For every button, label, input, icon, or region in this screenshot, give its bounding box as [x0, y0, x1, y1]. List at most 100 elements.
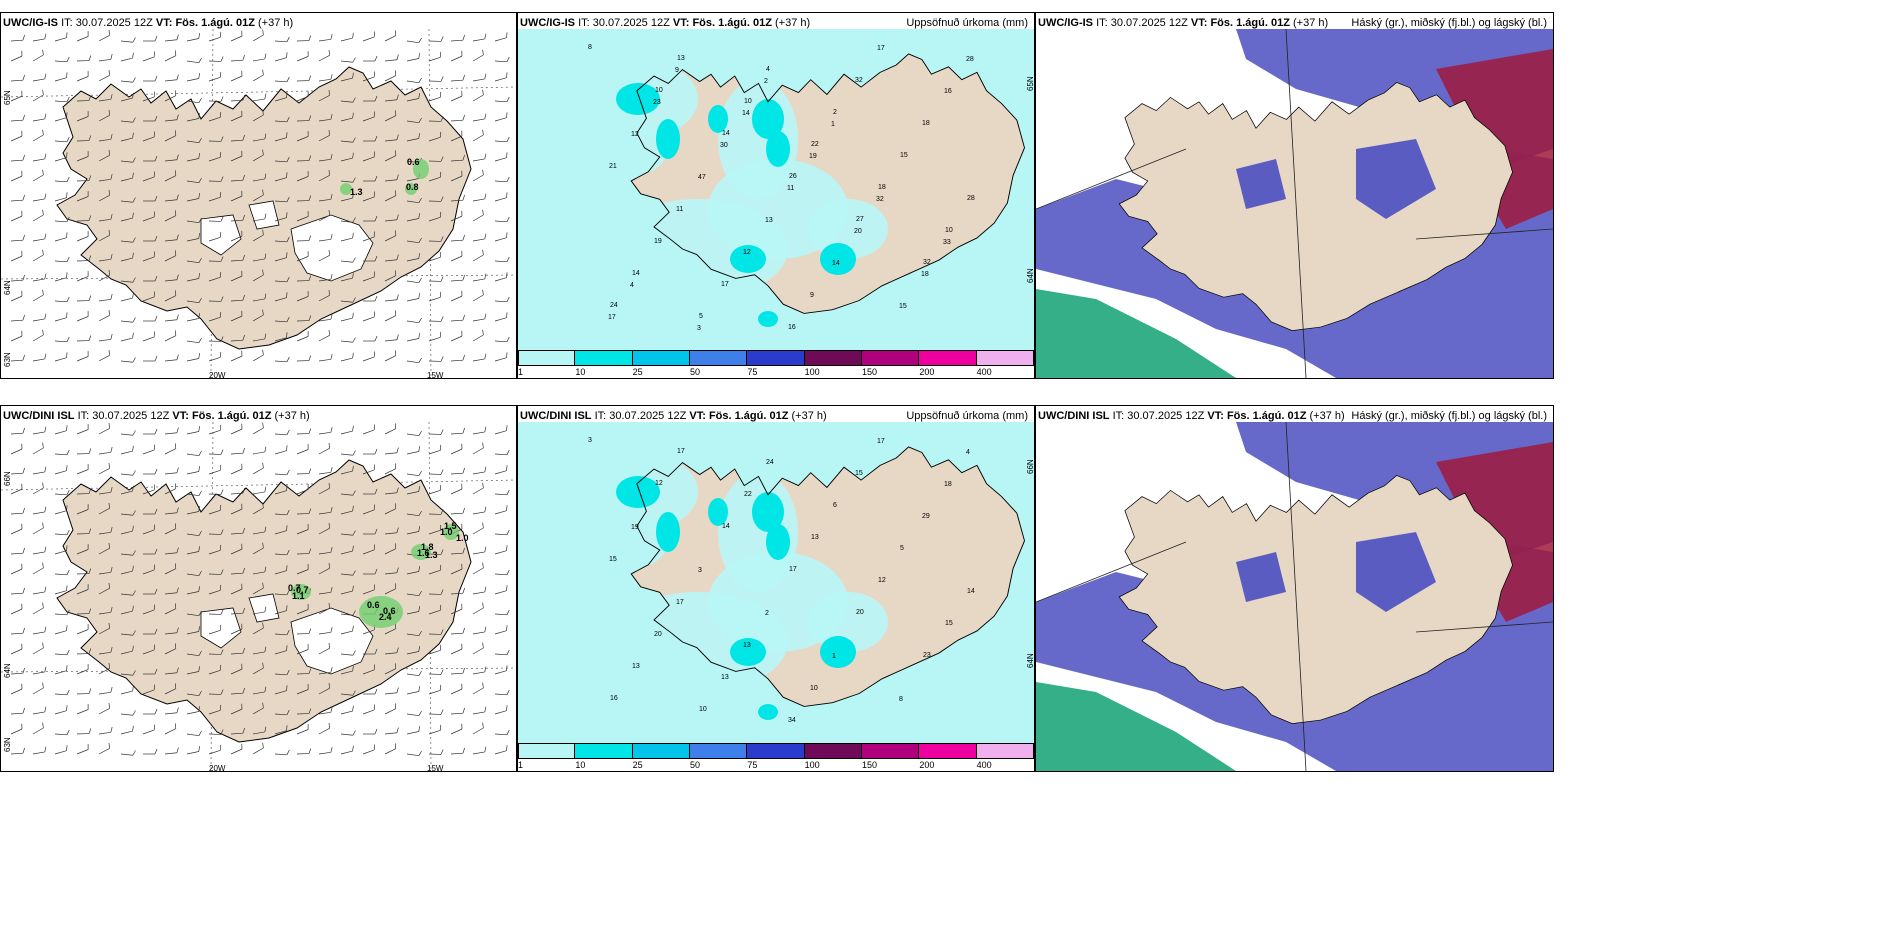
precip-value-label: 13	[743, 642, 751, 649]
panel-title: UWC/DINI ISL IT: 30.07.2025 12Z VT: Fös.…	[1038, 410, 1345, 422]
legend-swatch	[919, 350, 977, 366]
precip-value-label: 47	[698, 174, 706, 181]
precip-value-label: 18	[878, 184, 886, 191]
precip-value-label: 11	[676, 206, 683, 213]
precip-value-label: 17	[677, 448, 685, 455]
precip-value-label: 18	[922, 120, 930, 127]
legend-label: 150	[862, 760, 878, 770]
legend-swatch	[919, 743, 977, 759]
wind-value-label: 0.6	[407, 157, 420, 167]
lon-label: 15W	[427, 371, 444, 379]
legend-label: 200	[919, 367, 935, 377]
precip-value-label: 12	[878, 577, 886, 584]
precip-value-label: 21	[609, 163, 617, 170]
precip-value-label: 1	[831, 121, 835, 128]
wind-value-label: 0.6	[367, 600, 380, 610]
field-title: Háský (gr.), miðský (fj.bl.) og lágský (…	[1351, 410, 1547, 422]
legend-label: 10	[575, 760, 586, 770]
wind-value-label: 1.5	[444, 521, 457, 531]
lat-label: 65N	[3, 90, 12, 105]
precip-panel-bottom: UWC/DINI ISL IT: 30.07.2025 12Z VT: Fös.…	[517, 405, 1035, 772]
precip-value-label: 1	[832, 653, 836, 660]
wind-value-label: 0.8	[406, 182, 419, 192]
precip-value-label: 13	[721, 674, 729, 681]
panel-title: UWC/IG-IS IT: 30.07.2025 12Z VT: Fös. 1.…	[3, 17, 294, 29]
legend-frame	[518, 350, 1034, 366]
precip-value-label: 4	[766, 66, 770, 73]
cloud-panel-bottom: UWC/DINI ISL IT: 30.07.2025 12Z VT: Fös.…	[1035, 405, 1554, 772]
precip-value-label: 2	[765, 610, 769, 617]
legend-label: 400	[976, 760, 992, 770]
lon-label: 20W	[209, 764, 226, 772]
precip-value-label: 17	[721, 281, 729, 288]
precip-value-label: 3	[588, 437, 592, 444]
precip-value-label: 13	[632, 663, 640, 670]
precip-value-label: 6	[833, 502, 837, 509]
precip-value-label: 5	[900, 545, 904, 552]
precip-value-label: 12	[743, 249, 751, 256]
legend-label: 200	[919, 760, 935, 770]
precip-value-label: 23	[923, 652, 931, 659]
legend-label: 1	[518, 760, 524, 770]
precip-value-label: 3	[698, 567, 702, 574]
wind-value-label: 1.3	[425, 550, 438, 560]
legend-label: 150	[862, 367, 878, 377]
precip-value-label: 15	[945, 620, 953, 627]
legend-label: 400	[976, 367, 992, 377]
legend-label: 10	[575, 367, 586, 377]
model-name: UWC/IG-IS	[3, 17, 58, 29]
legend-label: 25	[632, 367, 643, 377]
legend-swatch	[804, 350, 862, 366]
precip-value-label: 8	[899, 696, 903, 703]
precip-value-label: 10	[945, 227, 953, 234]
precip-value-label: 18	[921, 271, 929, 278]
wind-value-label: 0.7	[288, 583, 301, 593]
wind-map: 0.6 0.8 1.3	[1, 29, 516, 378]
legend-swatch	[862, 350, 920, 366]
precip-value-label: 3	[697, 325, 701, 332]
precip-value-label: 28	[966, 56, 974, 63]
precip-value-label: 9	[675, 67, 679, 74]
legend-swatch	[518, 350, 576, 366]
precip-value-label: 30	[720, 142, 728, 149]
lat-label: 65N	[1026, 76, 1035, 91]
precip-value-label: 19	[809, 153, 817, 160]
precip-value-label: 17	[789, 566, 797, 573]
precip-value-label: 9	[810, 292, 814, 299]
legend-label: 75	[747, 760, 758, 770]
precip-value-label: 19	[631, 524, 639, 531]
lat-label: 63N	[3, 737, 12, 752]
panel-title: UWC/IG-IS IT: 30.07.2025 12Z VT: Fös. 1.…	[1038, 17, 1329, 29]
precip-value-label: 20	[654, 631, 662, 638]
lat-label: 64N	[1026, 653, 1035, 668]
precip-value-label: 28	[967, 195, 975, 202]
legend-label: 1	[518, 367, 524, 377]
precip-value-label: 14	[722, 523, 730, 530]
precip-panel-top: UWC/IG-IS IT: 30.07.2025 12Z VT: Fös. 1.…	[517, 12, 1035, 379]
wind-value-label: 0.7	[296, 585, 309, 595]
precip-value-label: 17	[676, 599, 684, 606]
precip-value-label: 14	[722, 130, 730, 137]
cloud-panel-top: UWC/IG-IS IT: 30.07.2025 12Z VT: Fös. 1.…	[1035, 12, 1554, 379]
precip-value-label: 10	[810, 685, 818, 692]
precip-value-label: 32	[923, 259, 931, 266]
legend-swatch	[747, 743, 805, 759]
legend-label: 50	[690, 367, 701, 377]
precip-value-label: 16	[944, 88, 952, 95]
legend-swatch	[804, 743, 862, 759]
precip-value-label: 13	[811, 534, 819, 541]
wind-value-label: 0.6	[383, 606, 396, 616]
precip-value-label: 33	[943, 239, 951, 246]
legend-swatch	[632, 350, 690, 366]
legend-frame	[518, 743, 1034, 759]
panel-title: UWC/DINI ISL IT: 30.07.2025 12Z VT: Fös.…	[520, 410, 827, 422]
precip-map: 8101426273224131022181014542152819171632…	[518, 29, 1034, 351]
lon-label: 15W	[427, 764, 444, 772]
wind-value-label: 1.0	[440, 527, 453, 537]
legend-swatch	[690, 350, 748, 366]
precip-value-label: 17	[608, 314, 616, 321]
precip-value-label: 16	[610, 695, 618, 702]
cloud-map	[1036, 29, 1553, 378]
precip-value-label: 24	[766, 459, 774, 466]
legend-label: 75	[747, 367, 758, 377]
